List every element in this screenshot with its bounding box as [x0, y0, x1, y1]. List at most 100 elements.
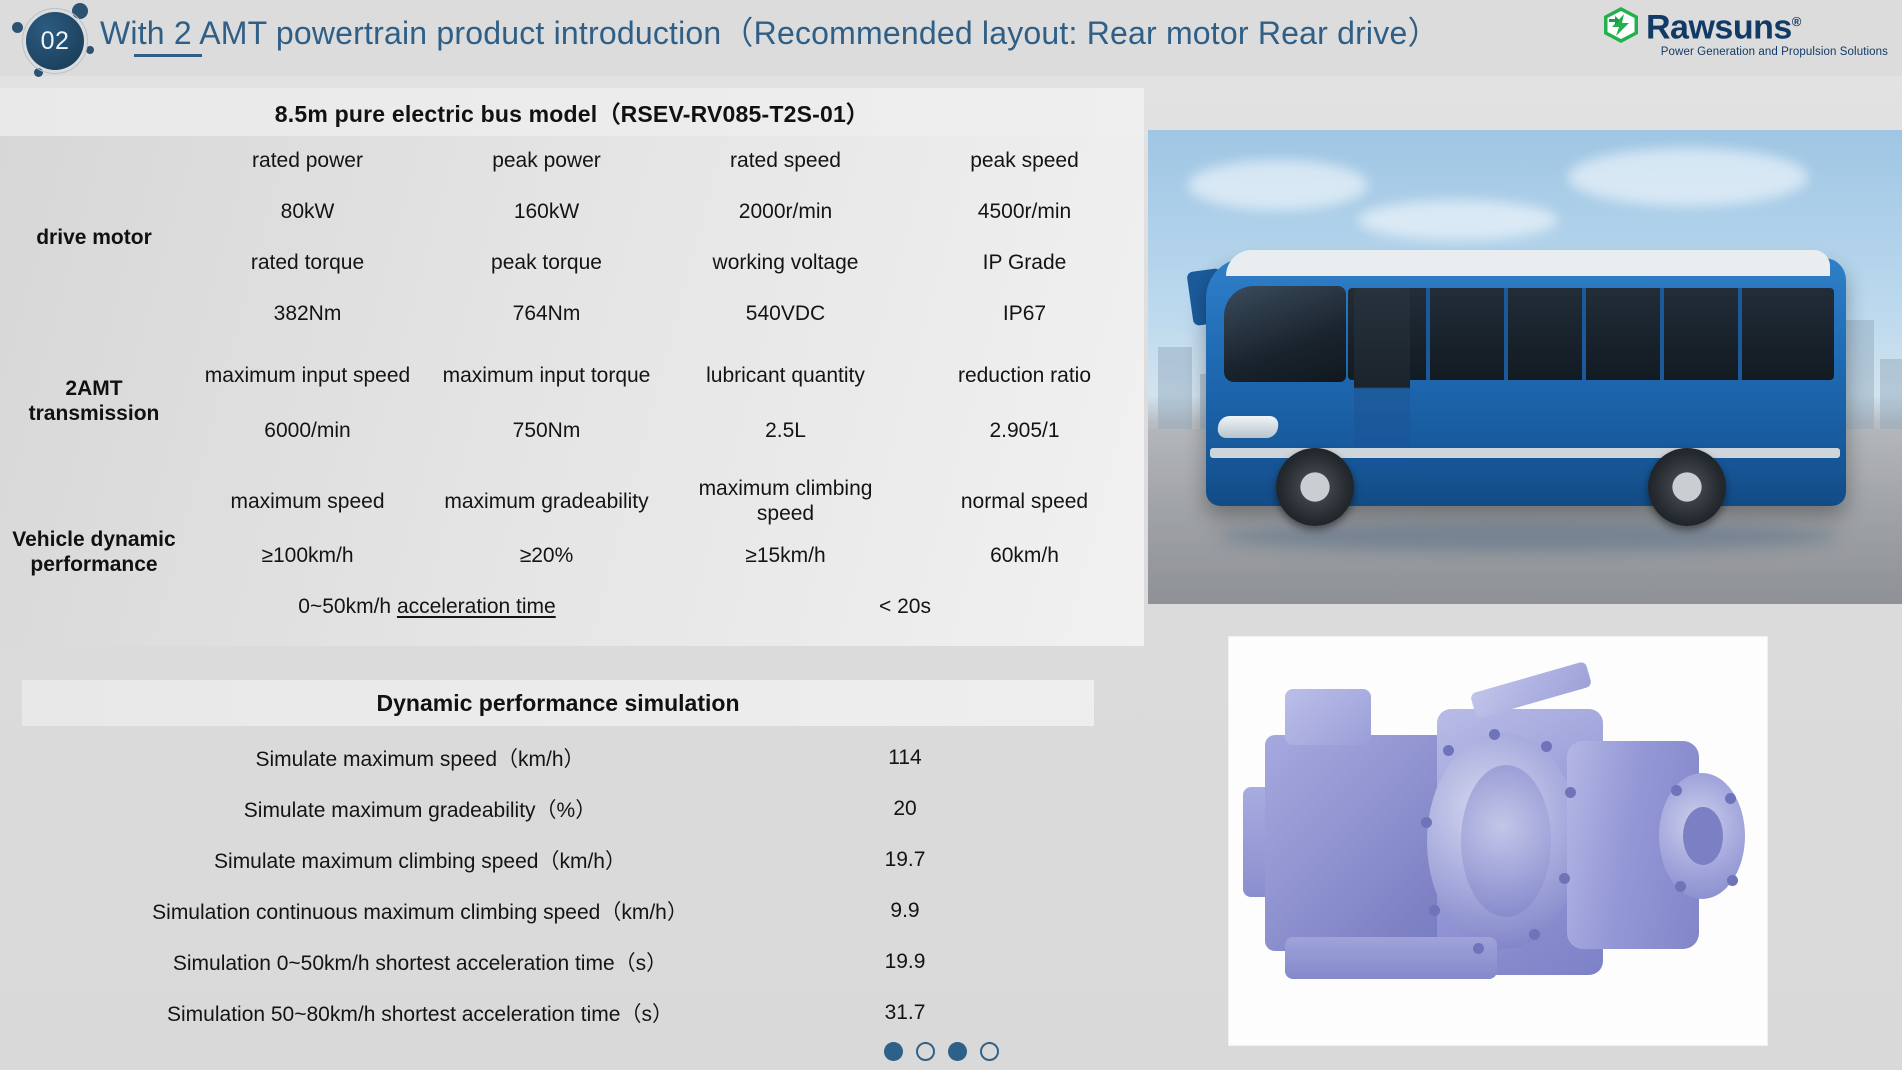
pagination-dot-3[interactable] [948, 1042, 967, 1061]
cloud-shape [1358, 200, 1558, 240]
gearbox-bolt [1489, 729, 1500, 740]
decor-dot-3 [86, 46, 94, 54]
spec-cell: peak speed [970, 149, 1079, 173]
acceleration-label: 0~50km/h acceleration time [188, 595, 666, 620]
spec-cell: 540VDC [745, 302, 826, 326]
list-item: Simulate maximum gradeability（%） 20 [0, 783, 1144, 834]
spec-cell: 4500r/min [977, 200, 1072, 224]
pagination-dot-1[interactable] [884, 1042, 903, 1061]
spec-cell: 80kW [280, 200, 335, 224]
spec-cell: maximum input torque [442, 364, 651, 388]
spec-category-label: 2AMT transmission [28, 377, 160, 425]
acceleration-value: < 20s [879, 595, 931, 619]
gearbox-bolt [1429, 905, 1440, 916]
bus-side-windows [1348, 288, 1834, 380]
table-row: ≥100km/h ≥20% ≥15km/h 60km/h [188, 531, 1144, 582]
list-item: Simulation 0~50km/h shortest acceleratio… [0, 936, 1144, 987]
gearbox-render-photo [1228, 636, 1768, 1046]
spec-cell: 160kW [513, 200, 580, 224]
company-logo: Rawsuns® Power Generation and Propulsion… [1600, 5, 1890, 67]
gearbox-bolt [1675, 881, 1686, 892]
spec-table-title-bar: 8.5m pure electric bus model（RSEV-RV085-… [0, 88, 1144, 136]
simulation-table: Simulate maximum speed（km/h） 114 Simulat… [0, 732, 1144, 1038]
spec-group-2amt-transmission: 2AMT transmission maximum input speed ma… [0, 340, 1144, 464]
spec-cell: rated power [252, 149, 363, 173]
spec-cell: maximum climbing speed [698, 477, 873, 525]
simulation-label: Simulation continuous maximum climbing s… [152, 900, 688, 924]
pagination-dot-4[interactable] [980, 1042, 999, 1061]
simulation-value: 114 [888, 745, 922, 769]
cloud-shape [1568, 148, 1808, 206]
spec-group-vehicle-dynamic-performance: Vehicle dynamic performance maximum spee… [0, 464, 1144, 642]
spec-cell: rated torque [250, 251, 365, 275]
simulation-label: Simulation 0~50km/h shortest acceleratio… [172, 951, 668, 975]
spec-cell: 382Nm [273, 302, 342, 326]
spec-cell: peak torque [491, 251, 602, 275]
spec-cell: ≥20% [519, 544, 574, 568]
rawsuns-recycle-bolt-icon [1600, 5, 1642, 45]
gearbox-bolt [1473, 943, 1484, 954]
gearbox-motor-housing [1265, 735, 1447, 951]
bus-door [1354, 288, 1410, 468]
bus-rear-wheel [1648, 448, 1726, 526]
spec-cell: 60km/h [990, 544, 1059, 568]
bus-skirt-trim [1210, 448, 1840, 458]
spec-cell: 2.5L [765, 418, 806, 442]
spec-cell: maximum speed [230, 489, 385, 513]
spec-cell: ≥15km/h [745, 544, 826, 568]
gearbox-bolt [1565, 787, 1576, 798]
bus-windshield [1224, 286, 1346, 382]
gearbox-bolt [1671, 785, 1682, 796]
decor-dot-1 [12, 22, 23, 33]
simulation-value: 9.9 [890, 898, 920, 922]
spec-cell: ≥100km/h [261, 544, 354, 568]
bus-roof [1226, 250, 1830, 276]
slide-header: 02 With 2 AMT powertrain product introdu… [0, 0, 1902, 77]
table-row: maximum speed maximum gradeability maxim… [188, 473, 1144, 531]
spec-cell: reduction ratio [957, 364, 1092, 388]
bus-photo [1148, 130, 1902, 604]
logo-tagline: Power Generation and Propulsion Solution… [1660, 46, 1888, 58]
pagination-dots[interactable] [884, 1042, 999, 1061]
spec-cell: IP Grade [982, 251, 1067, 275]
pagination-dot-2[interactable] [916, 1042, 935, 1061]
table-row: rated power peak power rated speed peak … [188, 136, 1144, 187]
table-row: 382Nm 764Nm 540VDC IP67 [188, 289, 1144, 340]
simulation-label: Simulate maximum climbing speed（km/h） [214, 849, 626, 873]
simulation-value: 31.7 [884, 1000, 926, 1024]
simulation-value: 19.7 [884, 847, 926, 871]
bus-shadow [1218, 522, 1838, 552]
spec-cell: 764Nm [512, 302, 581, 326]
table-row: 80kW 160kW 2000r/min 4500r/min [188, 187, 1144, 238]
simulation-value: 20 [893, 796, 917, 820]
list-item: Simulation 50~80km/h shortest accelerati… [0, 987, 1144, 1038]
spec-cell: peak power [492, 149, 601, 173]
gearbox-top-connector [1285, 689, 1371, 745]
gearbox-bolt [1529, 929, 1540, 940]
table-row-acceleration: 0~50km/h acceleration time < 20s [188, 582, 1144, 633]
simulation-title: Dynamic performance simulation [376, 689, 740, 716]
spec-cell: IP67 [1002, 302, 1047, 326]
bus-front-wheel [1276, 448, 1354, 526]
gearbox-bolt [1541, 741, 1552, 752]
cloud-shape [1188, 160, 1368, 210]
gearbox-bolt [1443, 745, 1454, 756]
badge-ring [22, 8, 88, 74]
list-item: Simulate maximum climbing speed（km/h） 19… [0, 834, 1144, 885]
gearbox-mounting-foot [1285, 937, 1497, 979]
spec-cell: maximum input speed [204, 364, 411, 388]
spec-group-drive-motor: drive motor rated power peak power rated… [0, 136, 1144, 340]
gearbox-bolt [1559, 873, 1570, 884]
spec-category-label: drive motor [36, 225, 152, 249]
spec-cell: lubricant quantity [706, 364, 865, 388]
title-underline [134, 54, 202, 57]
gearbox-output-hub [1683, 807, 1723, 865]
simulation-label: Simulate maximum speed（km/h） [255, 747, 585, 771]
spec-cell: 2.905/1 [989, 418, 1060, 442]
gearbox-bell-inner-ring [1461, 765, 1551, 917]
spec-table-title: 8.5m pure electric bus model（RSEV-RV085-… [274, 101, 870, 127]
logo-wordmark-text: Rawsuns [1646, 8, 1792, 47]
simulation-label: Simulate maximum gradeability（%） [243, 798, 597, 822]
badge-circle: 02 [26, 12, 84, 70]
